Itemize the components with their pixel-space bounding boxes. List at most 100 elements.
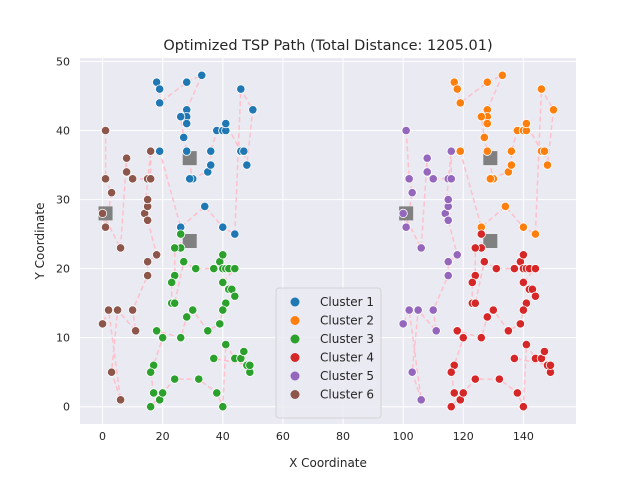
data-point	[128, 305, 138, 315]
ticks: 0 20 40 60 80 100 120 140 0 10 20 30 40 50	[56, 55, 534, 443]
data-point	[530, 291, 541, 301]
data-point	[215, 319, 225, 329]
data-point	[218, 402, 228, 412]
data-point	[121, 167, 132, 177]
data-point	[194, 374, 204, 384]
data-point	[218, 305, 228, 315]
data-point	[476, 333, 486, 343]
data-point	[97, 319, 108, 329]
legend: Cluster 1 Cluster 2 Cluster 3 Cluster 4 Clus…	[275, 287, 382, 419]
data-point	[146, 402, 156, 412]
data-point	[152, 250, 162, 260]
data-point	[100, 125, 111, 136]
data-point	[470, 298, 480, 308]
data-point	[539, 346, 550, 357]
data-point	[106, 188, 117, 198]
x-tick-label: 100	[393, 430, 414, 443]
data-point	[518, 402, 528, 412]
data-point	[158, 388, 168, 398]
data-point	[518, 305, 528, 315]
legend-marker	[290, 334, 300, 344]
data-point	[158, 333, 168, 343]
data-point	[446, 174, 456, 184]
data-point	[221, 339, 231, 350]
data-point	[146, 146, 156, 156]
legend-marker	[290, 371, 300, 381]
data-point	[155, 98, 165, 108]
data-point	[497, 70, 507, 80]
data-point	[446, 367, 456, 377]
data-point	[155, 84, 165, 94]
data-point	[149, 388, 159, 398]
data-point	[491, 264, 501, 274]
legend-label: Cluster 2	[320, 314, 374, 328]
y-tick-label: 10	[56, 332, 70, 345]
data-point	[221, 119, 231, 129]
data-point	[401, 222, 411, 232]
data-point	[443, 270, 453, 281]
data-point	[185, 174, 195, 184]
data-point	[500, 201, 510, 212]
legend-label: Cluster 5	[320, 369, 374, 383]
data-point	[443, 215, 453, 225]
data-point	[488, 305, 498, 315]
data-point	[230, 291, 240, 301]
cluster-center-marker	[182, 234, 197, 248]
data-point	[506, 146, 516, 156]
data-point	[248, 105, 258, 115]
data-point	[470, 374, 480, 384]
data-point	[203, 326, 213, 336]
data-point	[509, 264, 519, 274]
data-point	[530, 264, 541, 274]
data-point	[100, 174, 111, 184]
data-point	[179, 132, 189, 143]
data-point	[458, 333, 468, 343]
data-point	[218, 277, 228, 288]
legend-label: Cluster 1	[320, 295, 374, 309]
data-point	[143, 194, 153, 205]
legend-label: Cluster 4	[320, 351, 374, 365]
legend-marker	[290, 297, 300, 307]
data-point	[212, 388, 222, 398]
data-point	[482, 146, 492, 156]
data-point	[548, 105, 559, 115]
data-point	[428, 305, 438, 315]
data-point	[404, 174, 414, 184]
data-point	[128, 174, 138, 184]
data-point	[455, 98, 465, 108]
data-point	[200, 201, 210, 212]
legend-marker	[290, 316, 300, 325]
data-point	[452, 250, 462, 260]
data-point	[482, 312, 492, 322]
data-point	[170, 374, 180, 384]
data-point	[422, 167, 432, 177]
data-point	[103, 305, 114, 315]
data-point	[416, 243, 426, 253]
x-tick-label: 120	[453, 430, 474, 443]
x-tick-label: 0	[99, 430, 106, 443]
data-point	[452, 84, 462, 94]
data-point	[143, 257, 153, 267]
chart-title: Optimized TSP Path (Total Distance: 1205…	[163, 38, 492, 54]
data-point	[146, 367, 156, 377]
data-point	[470, 243, 480, 253]
x-axis-label: X Coordinate	[289, 456, 367, 470]
data-point	[485, 174, 495, 184]
data-point	[206, 146, 216, 156]
data-point	[542, 160, 553, 170]
data-point	[431, 326, 441, 336]
data-point	[121, 153, 132, 163]
data-point	[242, 160, 252, 170]
data-point	[245, 360, 255, 370]
x-tick-label: 140	[513, 430, 534, 443]
data-point	[209, 353, 219, 363]
data-point	[506, 160, 516, 170]
data-point	[407, 188, 417, 198]
data-point	[503, 326, 513, 336]
legend-label: Cluster 6	[320, 388, 374, 402]
data-point	[458, 388, 468, 398]
data-point	[112, 305, 123, 315]
data-point	[512, 388, 522, 398]
data-point	[152, 326, 162, 336]
x-tick-label: 40	[216, 430, 230, 443]
